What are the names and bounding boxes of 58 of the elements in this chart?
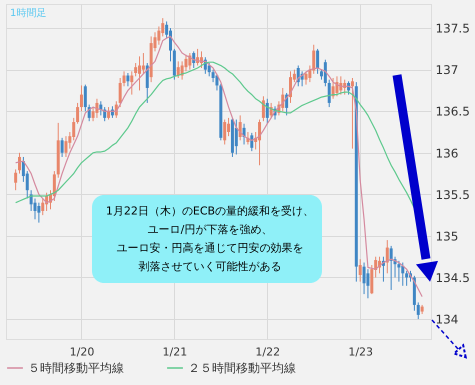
- candlestick: [64, 136, 68, 158]
- annotation: 1月22日（木）のECBの量的緩和を受け、: [106, 204, 314, 218]
- candlestick: [386, 240, 389, 274]
- candlestick: [157, 26, 160, 46]
- candlestick: [146, 62, 149, 104]
- candlestick: [184, 54, 188, 72]
- candlestick: [358, 258, 362, 282]
- candlestick: [92, 106, 95, 122]
- candlestick: [420, 304, 424, 315]
- candlestick: [122, 70, 126, 87]
- candlestick: [227, 117, 230, 137]
- annotation: ユーロ/円が下落を強め、: [148, 222, 272, 236]
- annotation: 剥落させていく可能性がある: [138, 260, 282, 273]
- candlestick: [397, 260, 400, 282]
- candlestick: [138, 56, 142, 91]
- annotation: ユーロ安・円高を通じて円安の効果を: [116, 241, 304, 254]
- candlestick: [18, 152, 22, 174]
- candlestick: [176, 60, 180, 78]
- annotation: 1時間足: [10, 7, 46, 19]
- candlestick: [366, 268, 370, 299]
- y-tick-label: 135: [436, 229, 458, 244]
- candlestick: [14, 168, 18, 191]
- y-tick-label: 135.5: [436, 188, 470, 202]
- candlestick: [76, 102, 80, 124]
- candlestick: [234, 119, 238, 155]
- candlestick: [223, 119, 226, 145]
- x-tick-label: 1/23: [348, 346, 374, 358]
- candlestick: [60, 137, 64, 158]
- y-tick-label: 136: [436, 146, 458, 160]
- candlestick: [401, 262, 404, 286]
- candlestick: [350, 77, 354, 150]
- x-tick-label: 1/22: [255, 346, 280, 358]
- candlestick: [80, 84, 83, 112]
- y-tick-label: 137: [436, 63, 458, 78]
- candlestick: [416, 302, 420, 320]
- candlestick: [41, 198, 44, 216]
- candlestick: [34, 198, 36, 220]
- candlestick: [161, 18, 164, 37]
- y-tick-label: 136.5: [436, 104, 470, 119]
- candlestick: [168, 28, 172, 62]
- y-tick-label: 134.5: [436, 270, 470, 285]
- candlestick: [37, 202, 40, 224]
- candlestick: [262, 96, 265, 122]
- x-tick-label: 1/21: [162, 346, 188, 358]
- candlestick: [266, 98, 269, 124]
- candlestick: [316, 48, 320, 74]
- candlestick: [212, 69, 215, 83]
- candlestick: [126, 72, 130, 87]
- legend-label: ５時間移動平均線: [28, 361, 124, 375]
- candlestick: [362, 262, 366, 295]
- x-tick-label: 1/20: [70, 346, 94, 358]
- candlestick: [258, 119, 262, 166]
- y-tick-label: 137.5: [436, 22, 470, 36]
- candlestick: [107, 106, 110, 120]
- candlestick: [304, 70, 308, 86]
- y-tick-label: 134: [436, 312, 458, 327]
- candlestick: [142, 52, 145, 74]
- legend-label: ２５時間移動平均線: [188, 361, 296, 375]
